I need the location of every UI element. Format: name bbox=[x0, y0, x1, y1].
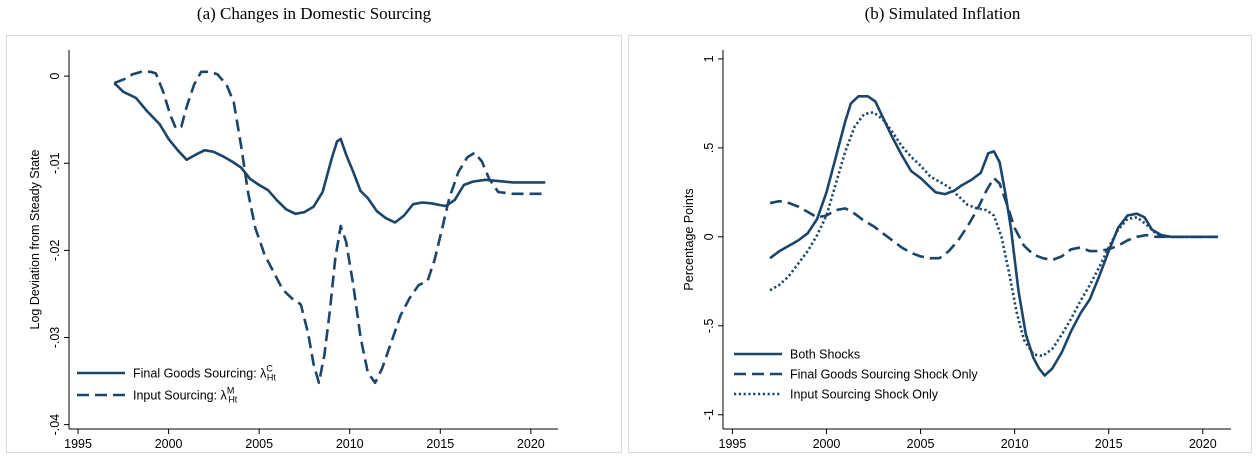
x-tick-label: 2010 bbox=[1001, 437, 1029, 451]
x-tick-label: 2005 bbox=[245, 437, 273, 451]
panel-domestic-sourcing: (a) Changes in Domestic Sourcing 1995 200… bbox=[0, 0, 628, 458]
series-line-solid bbox=[769, 95, 1218, 377]
x-tick-label: 2000 bbox=[813, 437, 841, 451]
x-tick-label: 2000 bbox=[155, 437, 183, 451]
series-line-solid bbox=[113, 82, 546, 224]
legend-label: Both Shocks bbox=[790, 348, 860, 362]
y-tick-label: -.01 bbox=[48, 152, 62, 174]
x-tick-label: 1995 bbox=[64, 437, 92, 451]
chart-simulated-inflation: 1995 2000 2005 2010 2015 2020 1 .5 0 -.5 -1 Percent… bbox=[682, 50, 1231, 451]
y-tick-label: -.02 bbox=[48, 240, 62, 262]
y-tick-label: .5 bbox=[702, 143, 716, 153]
legend-label: Final Goods Sourcing Shock Only bbox=[790, 368, 978, 382]
chart-domestic-sourcing: 1995 2000 2005 2010 2015 2020 0 -.01 -.02 -.03 -.0… bbox=[28, 50, 558, 451]
x-tick-label: 2015 bbox=[426, 437, 454, 451]
y-tick-label: 0 bbox=[702, 233, 716, 240]
y-tick-label: -.04 bbox=[48, 414, 62, 436]
x-tick-label: 2020 bbox=[517, 437, 545, 451]
y-tick-label: -.5 bbox=[702, 318, 716, 333]
chart-caption: (b) Simulated Inflation bbox=[864, 4, 1021, 23]
legend-label: Input Sourcing Shock Only bbox=[790, 388, 939, 402]
legend-label: Final Goods Sourcing: λC Ht bbox=[133, 364, 276, 383]
x-tick-label: 2020 bbox=[1189, 437, 1217, 451]
y-tick-label: -.03 bbox=[48, 327, 62, 349]
y-tick-label: -1 bbox=[702, 409, 716, 420]
chart-frame: 1995 2000 2005 2010 2015 2020 0 -.01 -.02 -.03 -.0… bbox=[6, 35, 622, 453]
y-axis-title: Percentage Points bbox=[682, 188, 696, 290]
chart-caption: (a) Changes in Domestic Sourcing bbox=[196, 4, 432, 23]
series-line-dashed bbox=[769, 176, 1218, 262]
x-tick-label: 2010 bbox=[336, 437, 364, 451]
legend-label: Input Sourcing: λM Ht bbox=[133, 386, 238, 405]
series-line-dashed bbox=[113, 70, 546, 385]
y-tick-label: 1 bbox=[702, 55, 716, 62]
series-line-dotted bbox=[769, 111, 1218, 358]
x-tick-label: 1995 bbox=[719, 437, 747, 451]
panel-simulated-inflation: (b) Simulated Inflation 1995 2000 2005 2010… bbox=[628, 0, 1257, 458]
chart-frame: 1995 2000 2005 2010 2015 2020 1 .5 0 -.5 -1 Percent… bbox=[628, 35, 1252, 453]
y-tick-label: 0 bbox=[48, 73, 62, 80]
y-axis-title: Log Deviation from Steady State bbox=[28, 149, 42, 329]
x-tick-label: 2005 bbox=[907, 437, 935, 451]
x-tick-label: 2015 bbox=[1095, 437, 1123, 451]
